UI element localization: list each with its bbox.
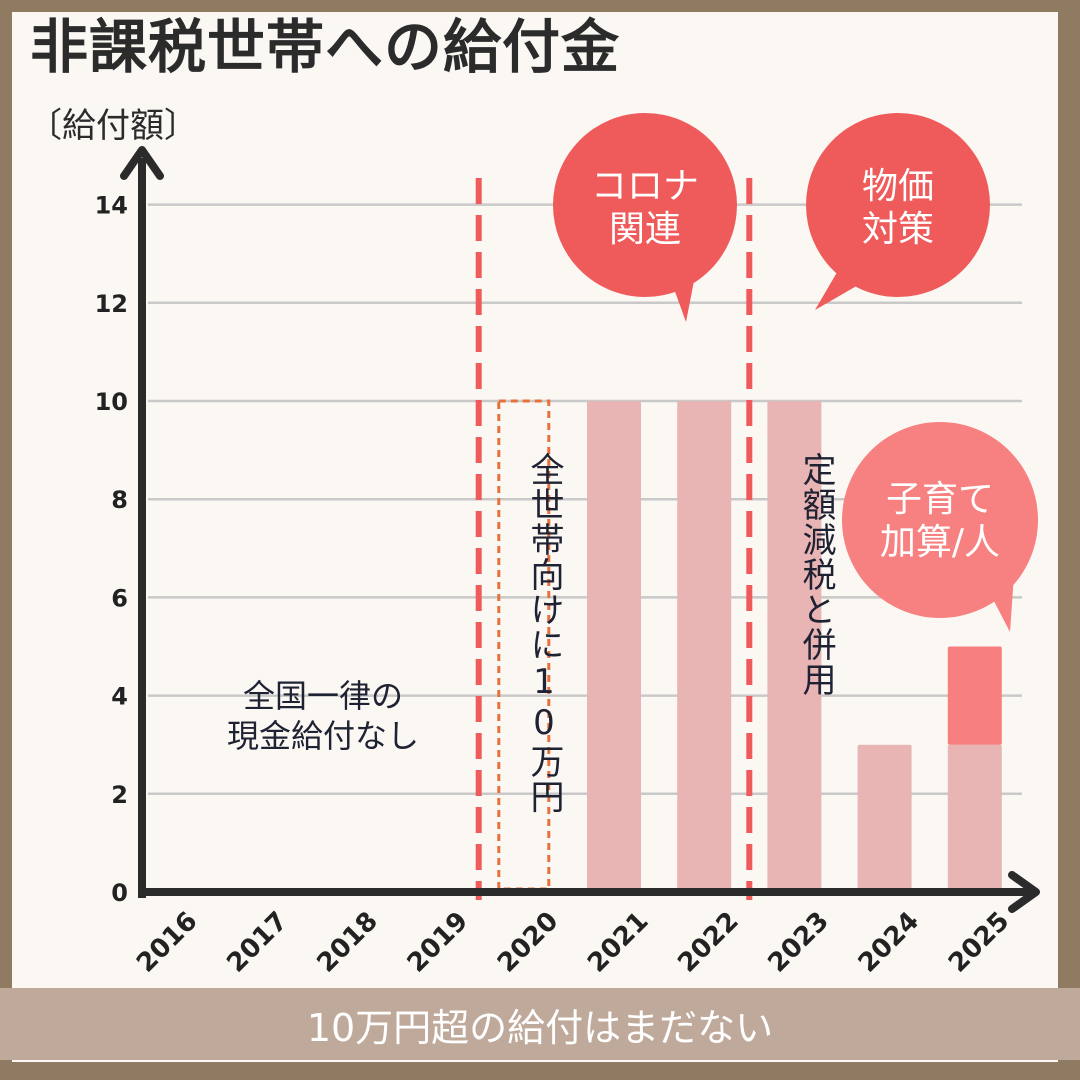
bubble-price-text: 物価 対策 [861, 166, 934, 251]
bar-2024 [857, 744, 912, 892]
y-tick-label: 10 [95, 388, 128, 416]
y-tick-label: 6 [111, 584, 128, 612]
y-tick-label: 0 [111, 879, 128, 907]
y-tick-label: 12 [95, 290, 128, 318]
y-tick-label: 4 [111, 683, 128, 711]
x-tick-label: 2020 [492, 906, 564, 978]
chart: 0 2 4 6 8 10 12 14 2016 2017 2018 2019 2020 2021 2022 2… [95, 113, 1040, 979]
bubble-child-text: 子育て 加算/人 [879, 479, 1001, 564]
chart-title: 非課税世帯への給付金 [30, 13, 621, 81]
bar-2020-outline [497, 399, 551, 891]
bubble-corona [553, 113, 737, 297]
bubble-corona-text: コロナ 関連 [590, 166, 699, 251]
y-axis-arrow [120, 146, 164, 180]
annotation-no-payment: 全国一律の 現金給付なし [226, 677, 419, 755]
footer-text: 10万円超の給付はまだない [306, 1005, 774, 1050]
x-tick-label: 2021 [582, 906, 654, 978]
x-tick-label: 2025 [943, 906, 1015, 978]
footer-banner: 10万円超の給付はまだない [0, 988, 1080, 1060]
x-tick-label: 2017 [221, 906, 293, 978]
bar-2022 [677, 401, 732, 892]
x-tick-label: 2016 [131, 906, 203, 978]
annotation-2023: 定額減税と併用 [796, 452, 836, 697]
x-tick-label: 2024 [853, 906, 925, 978]
x-tick-label: 2019 [402, 906, 474, 978]
bubble-price [806, 113, 990, 297]
bar-2023 [767, 401, 822, 892]
y-tick-label: 14 [95, 192, 128, 220]
y-tick-label: 8 [111, 486, 128, 514]
x-tick-label: 2022 [672, 906, 744, 978]
y-tick-label: 2 [111, 781, 128, 809]
bubble-child [842, 422, 1038, 618]
bar-2021 [587, 401, 641, 892]
x-axis-arrow [1008, 871, 1040, 913]
y-unit-label: 〔給付額〕 [28, 106, 198, 146]
x-tick-label: 2018 [312, 906, 384, 978]
bar-2025 [947, 744, 1002, 892]
x-tick-label: 2023 [763, 906, 835, 978]
bar-addon-2025 [947, 646, 1002, 745]
annotation-2020: 全世帯向けに10万円 [524, 452, 564, 814]
